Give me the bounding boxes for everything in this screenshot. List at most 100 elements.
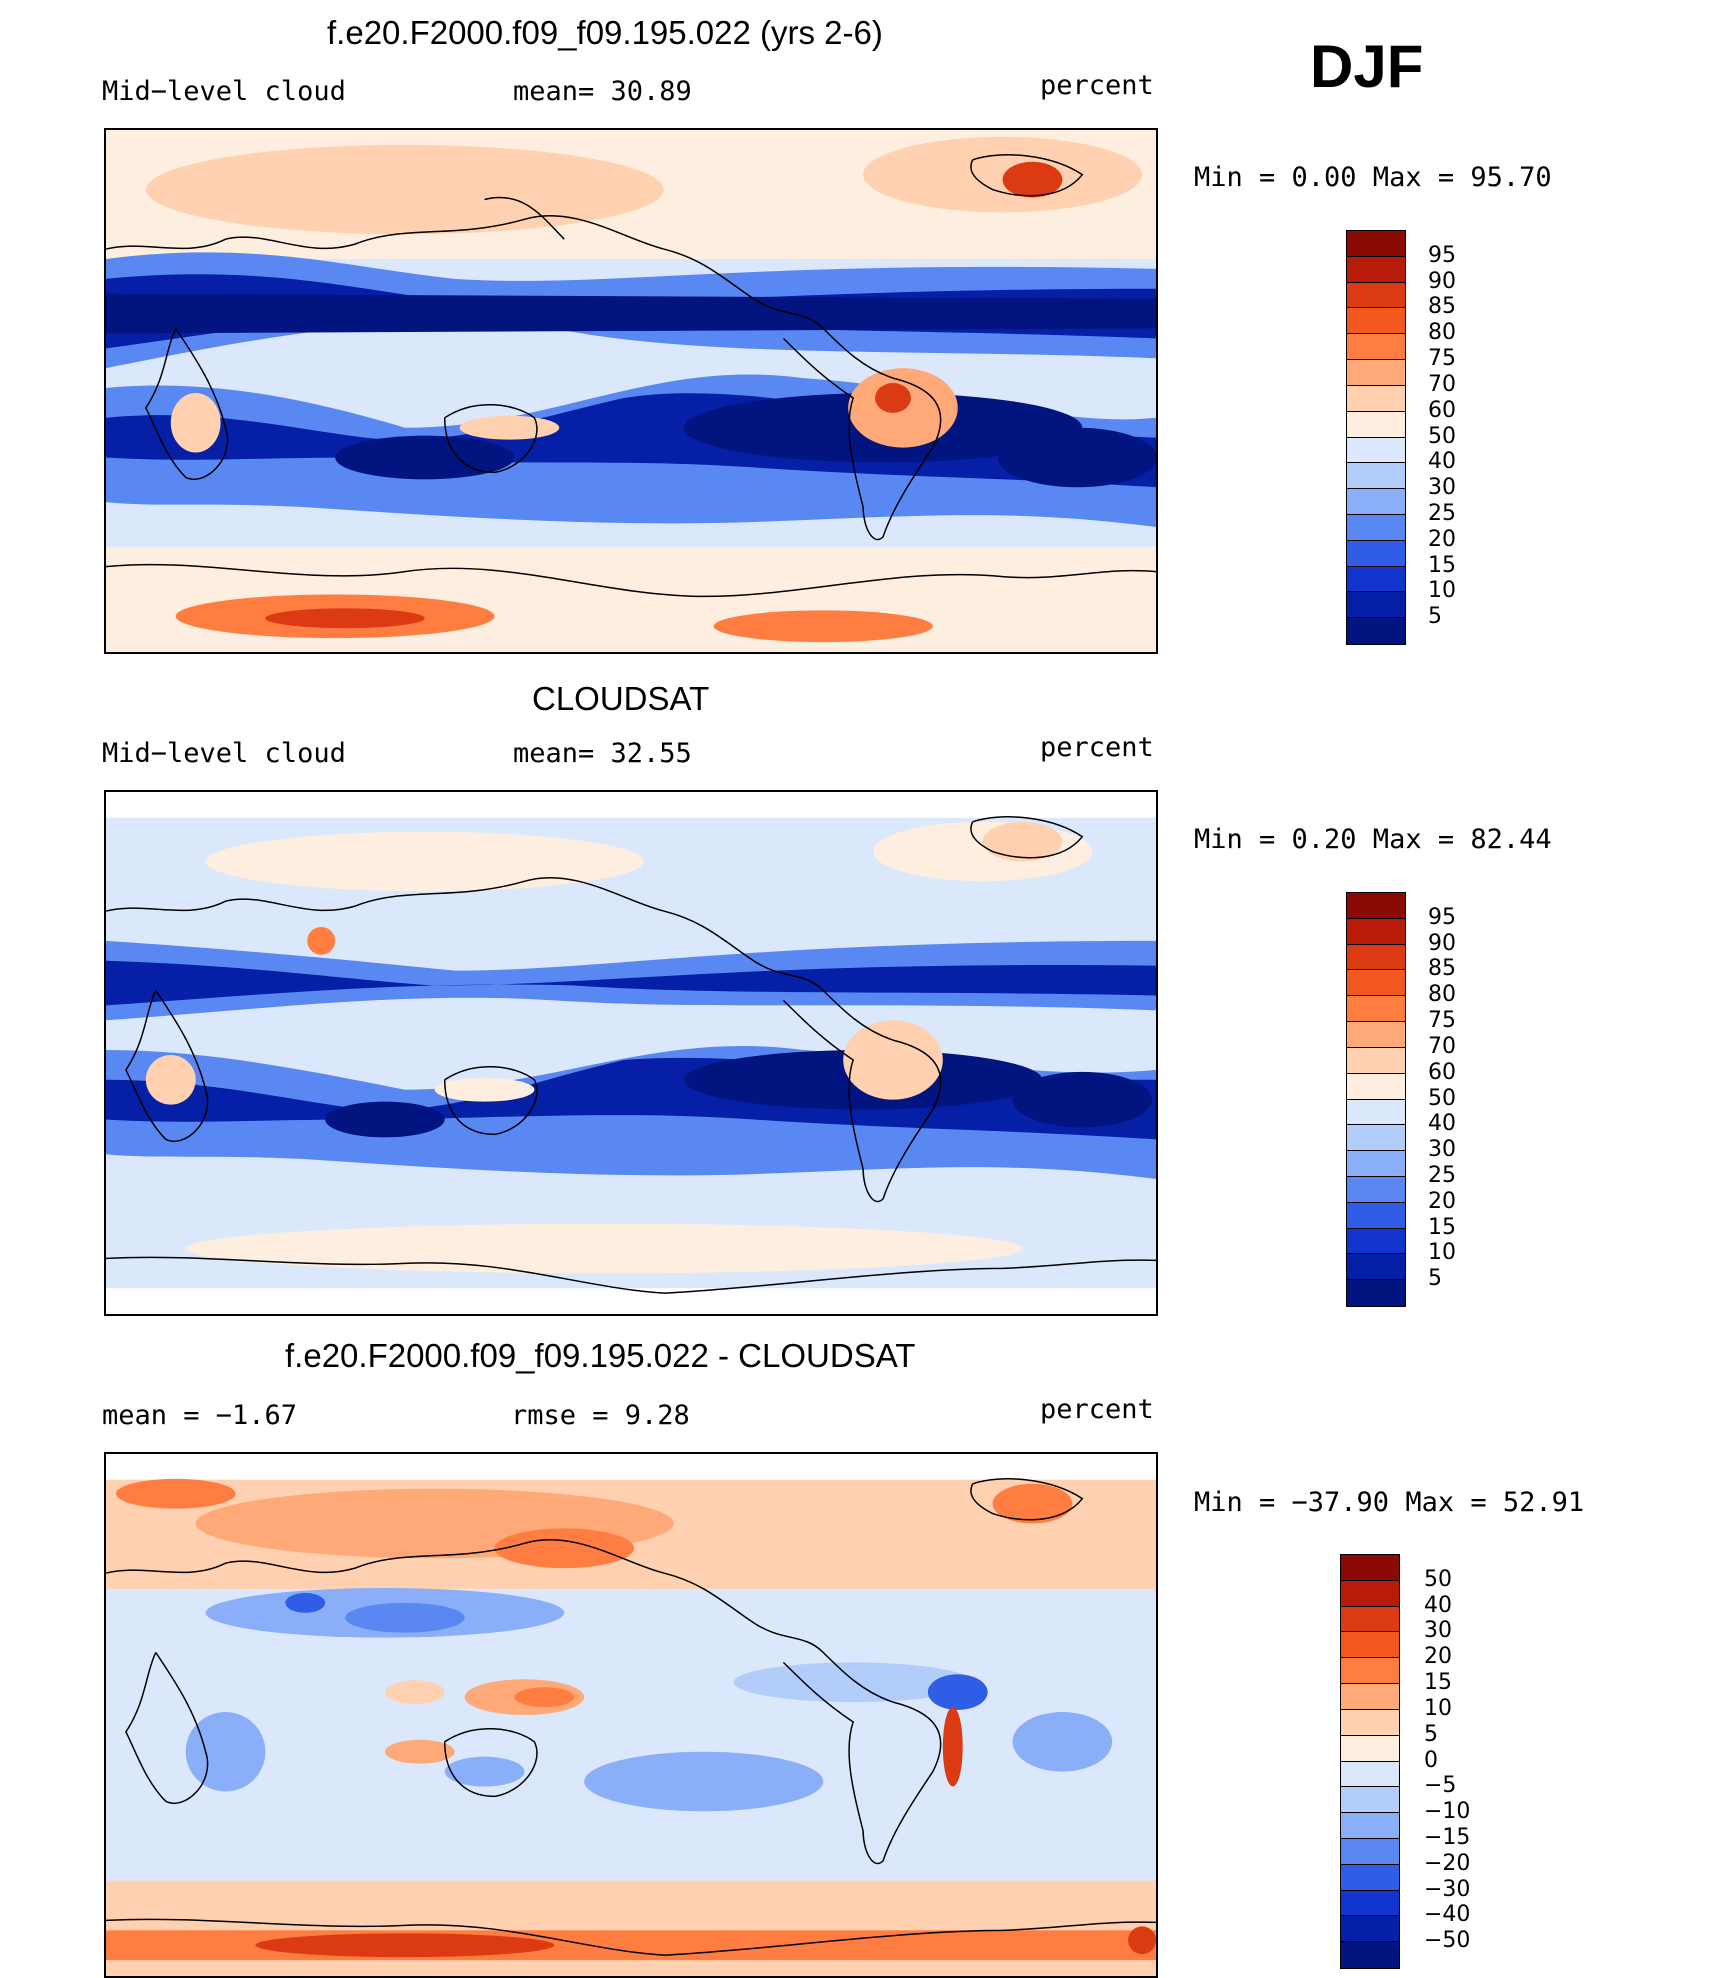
panel2-variable-label: Mid−level cloud (102, 738, 346, 769)
colorbar-tick-label: 25 (1428, 1162, 1456, 1188)
colorbar-swatch (1341, 1787, 1399, 1814)
colorbar-tick-label: 95 (1428, 904, 1456, 930)
colorbar-tick-label: 40 (1428, 449, 1456, 475)
colorbar-tick-label: 5 (1428, 1266, 1442, 1292)
colorbar-swatch (1341, 1813, 1399, 1839)
colorbar-swatch (1347, 996, 1405, 1023)
colorbar-tick-label: 25 (1428, 500, 1456, 526)
colorbar-tick-label: 10 (1424, 1695, 1452, 1721)
colorbar-tick-label: −40 (1424, 1902, 1471, 1928)
colorbar-tick-label: 90 (1428, 930, 1456, 956)
colorbar-tick-label: 20 (1424, 1644, 1452, 1670)
colorbar-tick-label: 50 (1428, 423, 1456, 449)
colorbar-tick-label: 90 (1428, 268, 1456, 294)
colorbar-swatch (1347, 231, 1405, 257)
panel2-mean-label: mean= 32.55 (513, 738, 692, 769)
colorbar-swatch (1347, 489, 1405, 515)
panel1-units-label: percent (1040, 70, 1154, 101)
colorbar-swatch (1341, 1684, 1399, 1710)
panel3-colorbar (1340, 1554, 1400, 1969)
panel1-colorbar (1346, 230, 1406, 645)
colorbar-tick-label: 85 (1428, 294, 1456, 320)
colorbar-tick-label: 50 (1424, 1566, 1452, 1592)
colorbar-tick-label: 5 (1428, 604, 1442, 630)
colorbar-tick-label: 60 (1428, 1059, 1456, 1085)
colorbar-tick-label: 20 (1428, 1188, 1456, 1214)
colorbar-swatch (1341, 1735, 1399, 1762)
colorbar-swatch (1347, 282, 1405, 309)
colorbar-tick-label: −30 (1424, 1876, 1471, 1902)
colorbar-swatch (1341, 1606, 1399, 1633)
colorbar-swatch (1347, 1022, 1405, 1048)
colorbar-swatch (1347, 1151, 1405, 1177)
colorbar-tick-label: 15 (1424, 1670, 1452, 1696)
colorbar-swatch (1341, 1555, 1399, 1581)
colorbar-swatch (1341, 1864, 1399, 1891)
colorbar-swatch (1341, 1890, 1399, 1917)
colorbar-swatch (1341, 1658, 1399, 1685)
colorbar-tick-label: 15 (1428, 552, 1456, 578)
colorbar-tick-label: −20 (1424, 1850, 1471, 1876)
colorbar-swatch (1341, 1916, 1399, 1943)
colorbar-swatch (1347, 540, 1405, 567)
colorbar-swatch (1341, 1838, 1399, 1865)
panel1-map (104, 128, 1158, 654)
panel1-colorbar-labels: 95 90 85 80 75 70 60 50 40 30 25 20 15 10 5 (1428, 230, 1508, 645)
colorbar-swatch (1347, 463, 1405, 490)
colorbar-tick-label: 40 (1424, 1592, 1452, 1618)
colorbar-swatch (1347, 437, 1405, 464)
colorbar-swatch (1341, 1709, 1399, 1736)
colorbar-tick-label: 30 (1428, 475, 1456, 501)
colorbar-tick-label: 30 (1428, 1137, 1456, 1163)
colorbar-swatch (1347, 618, 1405, 644)
panel2-units-label: percent (1040, 732, 1154, 763)
colorbar-swatch (1347, 1047, 1405, 1074)
colorbar-tick-label: 75 (1428, 1008, 1456, 1034)
colorbar-tick-label: 15 (1428, 1214, 1456, 1240)
colorbar-tick-label: 10 (1428, 578, 1456, 604)
colorbar-tick-label: 0 (1424, 1747, 1438, 1773)
colorbar-swatch (1347, 1228, 1405, 1255)
panel2-colorbar (1346, 892, 1406, 1307)
panel3-units-label: percent (1040, 1394, 1154, 1425)
colorbar-swatch (1341, 1942, 1399, 1968)
colorbar-swatch (1347, 385, 1405, 412)
colorbar-swatch (1347, 1280, 1405, 1306)
colorbar-tick-label: 10 (1428, 1240, 1456, 1266)
colorbar-swatch (1347, 566, 1405, 593)
season-label: DJF (1310, 33, 1424, 100)
colorbar-tick-label: 70 (1428, 371, 1456, 397)
colorbar-swatch (1347, 1099, 1405, 1126)
colorbar-swatch (1347, 411, 1405, 438)
panel2-range-label: Min = 0.20 Max = 82.44 (1194, 824, 1552, 855)
colorbar-swatch (1347, 1125, 1405, 1152)
colorbar-tick-label: 40 (1428, 1111, 1456, 1137)
colorbar-tick-label: 70 (1428, 1033, 1456, 1059)
panel1-variable-label: Mid−level cloud (102, 76, 346, 107)
colorbar-tick-label: 80 (1428, 320, 1456, 346)
colorbar-swatch (1347, 944, 1405, 971)
panel3-title: f.e20.F2000.f09_f09.195.022 - CLOUDSAT (285, 1337, 916, 1374)
panel1-title: f.e20.F2000.f09_f09.195.022 (yrs 2-6) (327, 14, 883, 51)
colorbar-tick-label: 60 (1428, 397, 1456, 423)
colorbar-swatch (1347, 893, 1405, 919)
colorbar-tick-label: 5 (1424, 1721, 1438, 1747)
panel3-map (104, 1452, 1158, 1978)
colorbar-swatch (1347, 360, 1405, 386)
colorbar-tick-label: 95 (1428, 242, 1456, 268)
colorbar-swatch (1341, 1580, 1399, 1607)
panel3-rmse-label: rmse = 9.28 (511, 1400, 690, 1431)
panel3-mean-label: mean = −1.67 (102, 1400, 298, 1431)
panel2-map (104, 790, 1158, 1316)
colorbar-tick-label: −5 (1424, 1773, 1457, 1799)
panel3-range-label: Min = −37.90 Max = 52.91 (1194, 1487, 1585, 1518)
colorbar-swatch (1347, 1254, 1405, 1281)
panel1-mean-label: mean= 30.89 (513, 76, 692, 107)
colorbar-swatch (1341, 1761, 1399, 1788)
colorbar-swatch (1347, 970, 1405, 997)
colorbar-tick-label: −10 (1424, 1799, 1471, 1825)
colorbar-swatch (1347, 592, 1405, 619)
colorbar-swatch (1347, 918, 1405, 945)
panel2-colorbar-labels: 95 90 85 80 75 70 60 50 40 30 25 20 15 10 5 (1428, 892, 1508, 1307)
panel1-range-label: Min = 0.00 Max = 95.70 (1194, 162, 1552, 193)
